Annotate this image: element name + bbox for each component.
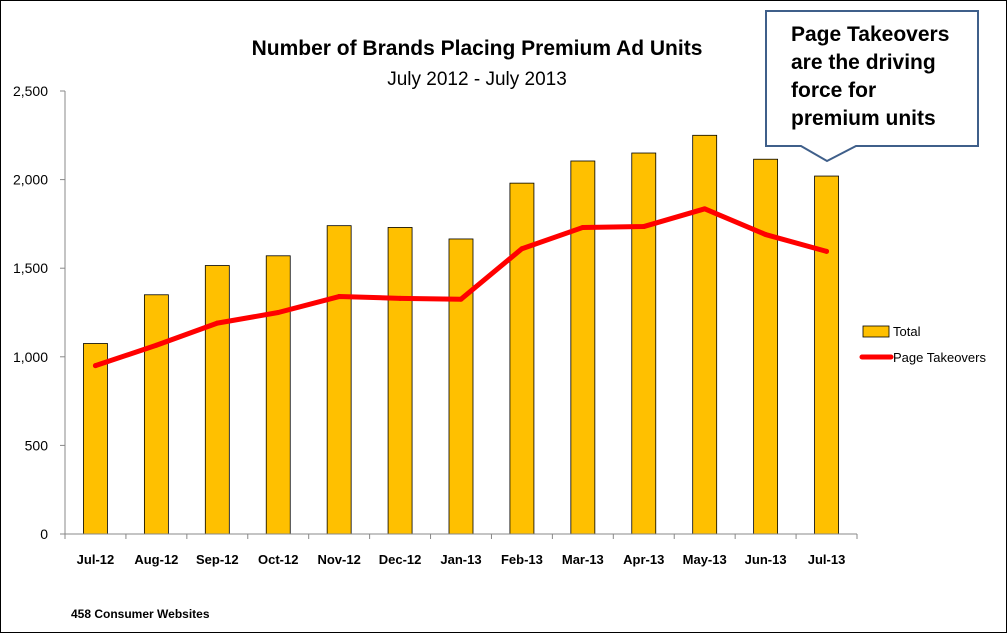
bar-total-jun-13 — [753, 158, 779, 535]
point-page-takeovers-jul-12 — [92, 363, 98, 369]
callout-text: Page Takeovers are the driving force for… — [791, 21, 971, 133]
point-page-takeovers-jun-13 — [763, 232, 769, 238]
x-tick-label: Jan-13 — [440, 552, 481, 567]
y-tick-label: 1,000 — [13, 349, 48, 365]
callout-box — [765, 10, 979, 163]
bar-total-aug-12 — [143, 294, 169, 535]
x-tick-label: Jul-12 — [77, 552, 115, 567]
bar-total-mar-13 — [570, 160, 596, 535]
callout-line: are the driving — [791, 51, 936, 74]
bar-total-nov-12 — [326, 225, 352, 535]
point-page-takeovers-feb-13 — [519, 246, 525, 252]
point-page-takeovers-oct-12 — [275, 310, 281, 315]
y-tick-label: 500 — [25, 437, 49, 453]
point-page-takeovers-dec-12 — [397, 295, 403, 301]
point-page-takeovers-jan-13 — [458, 296, 464, 302]
y-tick-label: 0 — [40, 526, 48, 542]
legend-label-page-takeovers: Page Takeovers — [893, 350, 986, 365]
x-tick-label: May-13 — [683, 552, 727, 567]
point-page-takeovers-apr-13 — [641, 224, 647, 230]
callout-line: premium units — [791, 107, 936, 130]
x-tick-label: Mar-13 — [562, 552, 604, 567]
bar-total-jan-13 — [448, 238, 474, 535]
callout-line: Page Takeovers — [791, 23, 950, 46]
y-tick-label: 1,500 — [13, 260, 48, 276]
y-tick-label: 2,500 — [13, 83, 48, 99]
point-page-takeovers-sep-12 — [214, 320, 220, 326]
chart-title: Number of Brands Placing Premium Ad Unit… — [252, 37, 703, 60]
footnote: 458 Consumer Websites — [71, 607, 210, 621]
bar-total-oct-12 — [265, 255, 291, 535]
legend-swatch-total — [862, 325, 890, 338]
bar-total-jul-12 — [83, 343, 108, 535]
bar-series-total — [83, 134, 839, 535]
point-page-takeovers-mar-13 — [580, 224, 586, 230]
x-tick-label: Dec-12 — [379, 552, 422, 567]
chart-subtitle: July 2012 - July 2013 — [387, 69, 567, 90]
x-tick-label: Oct-12 — [258, 552, 298, 567]
legend-label-total: Total — [893, 324, 921, 339]
bar-total-jul-13 — [814, 175, 839, 535]
point-page-takeovers-aug-12 — [153, 342, 159, 348]
point-page-takeovers-jul-13 — [824, 248, 830, 254]
x-tick-label: Jun-13 — [745, 552, 787, 567]
bar-total-dec-12 — [387, 227, 413, 535]
y-tick-label: 2,000 — [13, 172, 48, 188]
bar-total-sep-12 — [204, 265, 230, 535]
point-page-takeovers-may-13 — [702, 206, 708, 212]
point-page-takeovers-nov-12 — [336, 294, 342, 300]
x-tick-label: Jul-13 — [808, 552, 846, 567]
chart-axes: 0 500 1,000 1,500 2,000 2,500 Jul-12 Aug-12 Sep-… — [13, 83, 858, 567]
x-tick-label: Aug-12 — [134, 552, 178, 567]
line-series-page-takeovers — [92, 206, 830, 369]
bar-total-feb-13 — [509, 182, 535, 535]
x-tick-label: Nov-12 — [317, 552, 360, 567]
bar-total-apr-13 — [631, 152, 657, 535]
legend: Total Page Takeovers — [859, 324, 986, 365]
callout-line: force for — [791, 79, 877, 102]
x-tick-label: Feb-13 — [501, 552, 543, 567]
x-tick-label: Apr-13 — [623, 552, 664, 567]
x-tick-label: Sep-12 — [196, 552, 239, 567]
bar-total-may-13 — [692, 134, 718, 535]
